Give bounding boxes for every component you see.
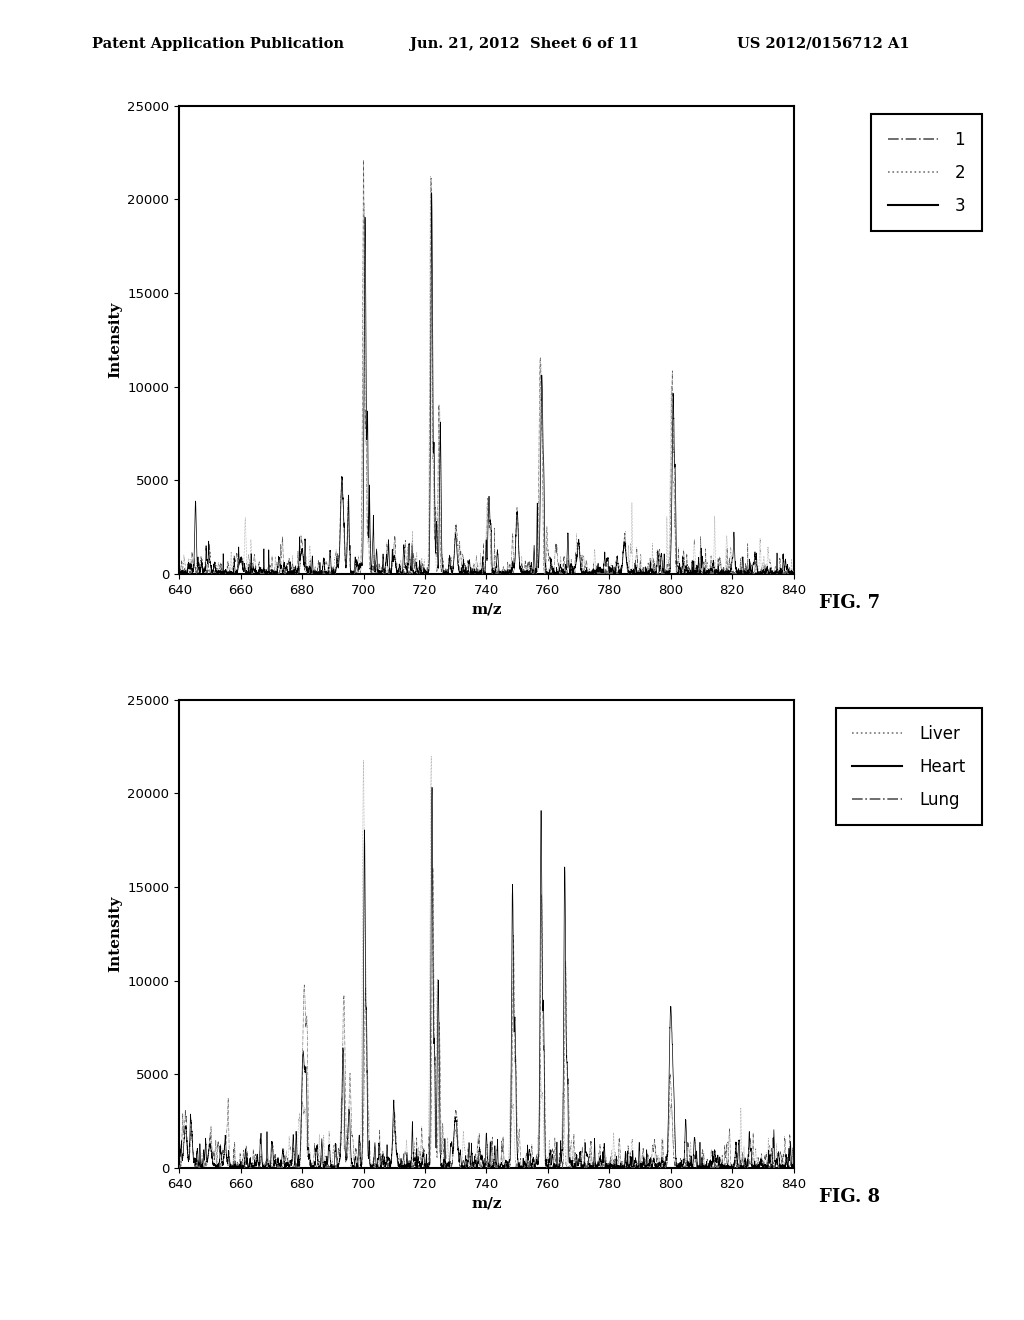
Text: US 2012/0156712 A1: US 2012/0156712 A1 bbox=[737, 37, 910, 51]
Legend: 1, 2, 3: 1, 2, 3 bbox=[871, 114, 982, 231]
Legend: Liver, Heart, Lung: Liver, Heart, Lung bbox=[836, 708, 982, 825]
Text: FIG. 7: FIG. 7 bbox=[819, 594, 881, 612]
Text: Jun. 21, 2012  Sheet 6 of 11: Jun. 21, 2012 Sheet 6 of 11 bbox=[410, 37, 639, 51]
Y-axis label: Intensity: Intensity bbox=[108, 896, 122, 972]
X-axis label: m/z: m/z bbox=[471, 602, 502, 616]
Text: Patent Application Publication: Patent Application Publication bbox=[92, 37, 344, 51]
Y-axis label: Intensity: Intensity bbox=[108, 302, 122, 378]
X-axis label: m/z: m/z bbox=[471, 1196, 502, 1210]
Text: FIG. 8: FIG. 8 bbox=[819, 1188, 881, 1206]
